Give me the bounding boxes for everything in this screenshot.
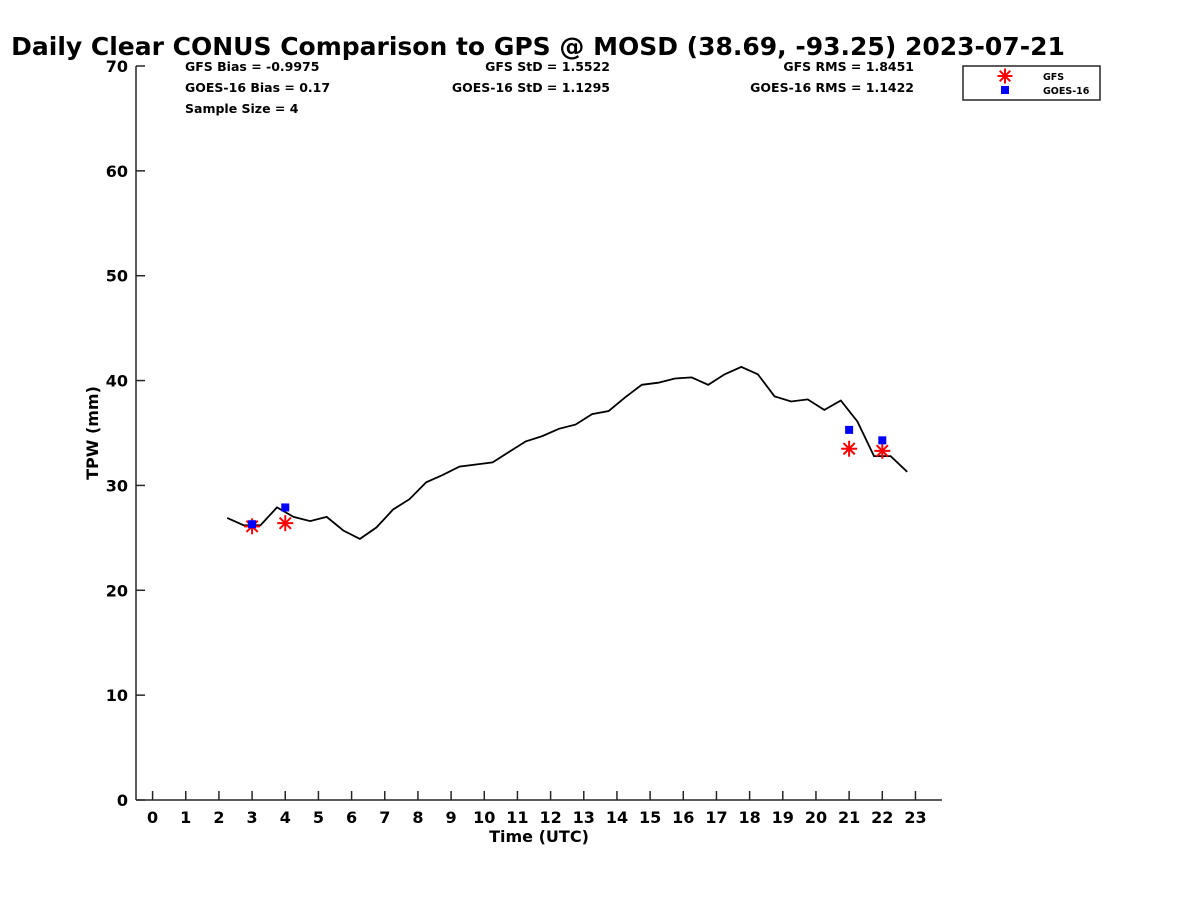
- goes16-point: [281, 503, 290, 512]
- x-tick-label: 11: [506, 808, 528, 827]
- y-tick-label: 10: [106, 686, 128, 705]
- x-tick-label: 15: [639, 808, 661, 827]
- x-tick-label: 16: [672, 808, 694, 827]
- legend: GFS GOES-16: [962, 65, 1101, 101]
- gfs-bias-text: GFS Bias = -0.9975: [185, 59, 319, 74]
- x-tick-label: 2: [213, 808, 224, 827]
- gfs-point: [841, 440, 858, 457]
- x-tick-label: 4: [280, 808, 291, 827]
- gfs-rms-text: GFS RMS = 1.8451: [783, 59, 914, 74]
- x-tick-label: 20: [805, 808, 827, 827]
- x-tick-label: 0: [147, 808, 158, 827]
- x-tick-label: 9: [446, 808, 457, 827]
- y-tick-label: 30: [106, 476, 128, 495]
- plot-area: [226, 365, 908, 540]
- goes16-point: [878, 436, 887, 445]
- legend-goes-label: GOES-16: [1043, 86, 1090, 97]
- chart-title: Daily Clear CONUS Comparison to GPS @ MO…: [11, 32, 1065, 61]
- x-tick-label: 5: [313, 808, 324, 827]
- goes-rms-text: GOES-16 RMS = 1.1422: [750, 80, 914, 95]
- x-tick-label: 10: [473, 808, 495, 827]
- x-tick-label: 21: [838, 808, 860, 827]
- y-tick-label: 20: [106, 581, 128, 600]
- goes16-point: [248, 520, 257, 529]
- x-tick-label: 23: [904, 808, 926, 827]
- y-axis-ticks: 0 10 20 30 40 50 60 70: [106, 57, 145, 810]
- legend-box: [962, 65, 1101, 101]
- x-tick-label: 19: [772, 808, 794, 827]
- x-tick-label: 18: [738, 808, 760, 827]
- x-tick-label: 13: [573, 808, 595, 827]
- legend-gfs-asterisk-icon: [997, 68, 1013, 84]
- legend-goes-square-icon: [1001, 86, 1009, 94]
- x-tick-label: 14: [606, 808, 628, 827]
- legend-gfs-star: [997, 68, 1013, 84]
- x-tick-label: 6: [346, 808, 357, 827]
- goes16-point: [845, 425, 854, 434]
- y-tick-label: 40: [106, 372, 128, 391]
- y-tick-label: 70: [106, 57, 128, 76]
- gps-tpw-line: [226, 365, 908, 540]
- x-axis-label: Time (UTC): [489, 827, 589, 846]
- x-tick-label: 12: [539, 808, 561, 827]
- y-tick-label: 60: [106, 162, 128, 181]
- x-tick-label: 3: [247, 808, 258, 827]
- x-tick-label: 7: [379, 808, 390, 827]
- y-tick-label: 0: [117, 791, 128, 810]
- x-tick-label: 22: [871, 808, 893, 827]
- x-tick-label: 17: [705, 808, 727, 827]
- sample-size-text: Sample Size = 4: [185, 101, 299, 116]
- goes-std-text: GOES-16 StD = 1.1295: [452, 80, 610, 95]
- x-tick-label: 8: [412, 808, 423, 827]
- legend-gfs-label: GFS: [1043, 72, 1064, 83]
- y-tick-label: 50: [106, 267, 128, 286]
- y-axis-label: TPW (mm): [83, 386, 102, 480]
- gfs-point: [277, 515, 294, 532]
- gfs-point: [874, 442, 891, 459]
- x-axis-ticks: 0 1 2 3 4 5 6 7 8 9 10 11 12 13 14 15 16 17 18 19 20 21 22 23: [147, 791, 927, 827]
- gfs-std-text: GFS StD = 1.5522: [485, 59, 610, 74]
- x-tick-label: 1: [180, 808, 191, 827]
- goes-bias-text: GOES-16 Bias = 0.17: [185, 80, 330, 95]
